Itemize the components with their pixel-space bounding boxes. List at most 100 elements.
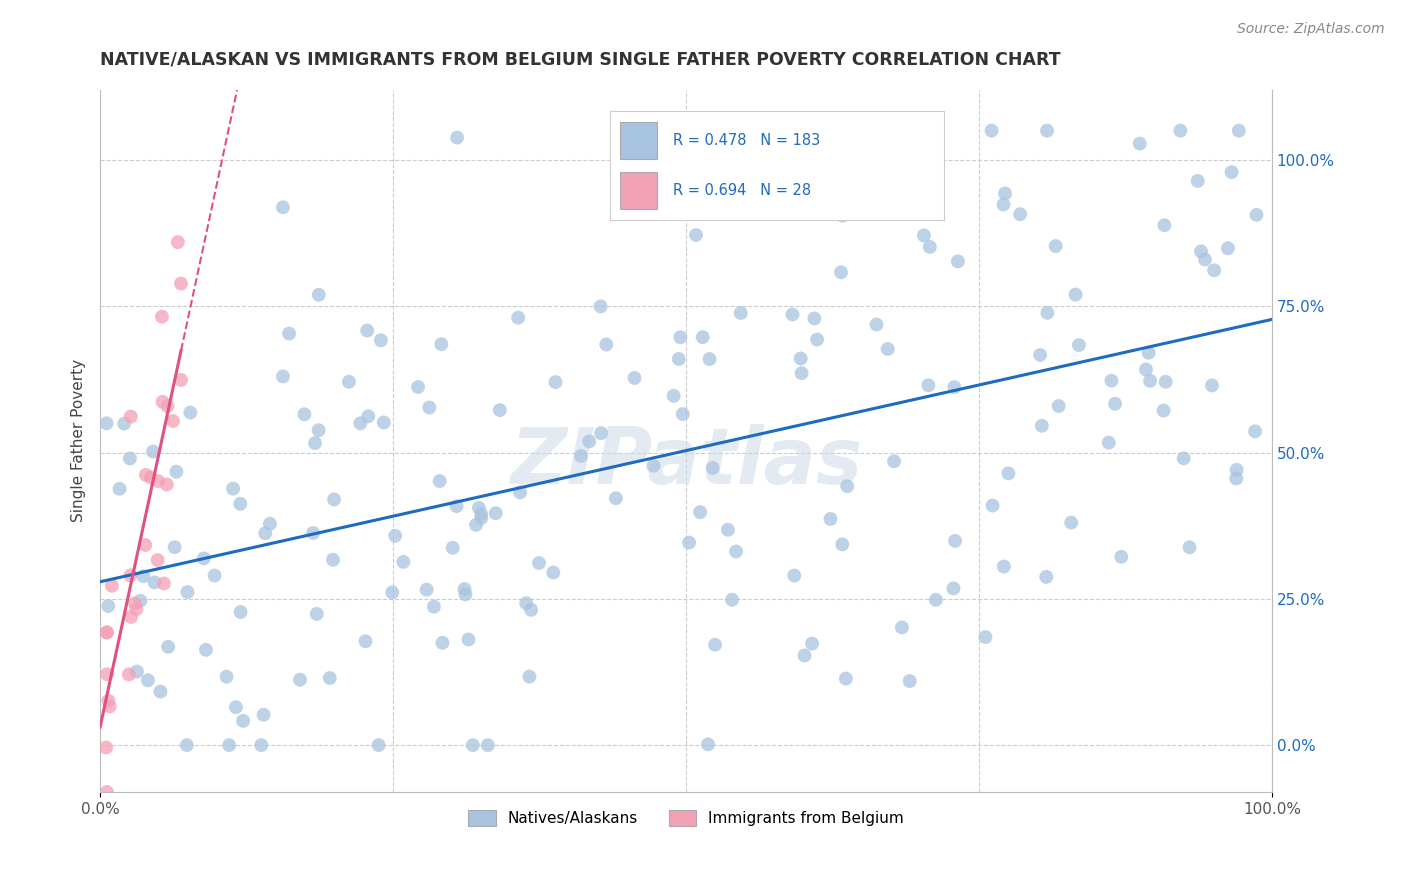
Point: [692, 330, 714, 344]
Point: [259, 516, 281, 531]
Point: [669, 330, 692, 344]
Point: [685, 227, 707, 242]
Point: [803, 311, 825, 326]
Point: [1035, 570, 1057, 584]
Point: [193, 551, 215, 566]
Point: [132, 569, 155, 583]
Point: [146, 474, 169, 488]
Point: [446, 130, 468, 145]
Point: [790, 351, 813, 366]
Point: [176, 738, 198, 752]
Point: [993, 559, 1015, 574]
Point: [101, 579, 124, 593]
Point: [367, 738, 389, 752]
Point: [1139, 374, 1161, 388]
Point: [865, 318, 887, 332]
Point: [578, 434, 600, 449]
Point: [1060, 516, 1083, 530]
Point: [488, 403, 510, 417]
Point: [465, 517, 488, 532]
Point: [305, 607, 328, 621]
Point: [605, 491, 627, 506]
Point: [477, 738, 499, 752]
Point: [509, 485, 531, 500]
Point: [591, 426, 613, 441]
Point: [830, 265, 852, 279]
Point: [943, 533, 966, 548]
Point: [98, 699, 121, 714]
Point: [1036, 123, 1059, 137]
Point: [288, 673, 311, 687]
Point: [589, 300, 612, 314]
Point: [430, 337, 453, 351]
Point: [876, 342, 898, 356]
Point: [150, 310, 173, 324]
Point: [1154, 375, 1177, 389]
Point: [357, 409, 380, 424]
Point: [349, 417, 371, 431]
Point: [820, 512, 842, 526]
Point: [271, 200, 294, 214]
Point: [120, 568, 142, 582]
Point: [229, 497, 252, 511]
Point: [1036, 306, 1059, 320]
Point: [1067, 338, 1090, 352]
Point: [120, 409, 142, 424]
Point: [278, 326, 301, 341]
Point: [515, 596, 537, 610]
Point: [179, 406, 201, 420]
Point: [96, 417, 118, 431]
Point: [337, 375, 360, 389]
Point: [1244, 425, 1267, 439]
Point: [176, 585, 198, 599]
Point: [323, 492, 346, 507]
Point: [129, 593, 152, 607]
Point: [170, 373, 193, 387]
Point: [689, 505, 711, 519]
Point: [837, 479, 859, 493]
Point: [790, 366, 813, 380]
Point: [418, 401, 440, 415]
Point: [1031, 418, 1053, 433]
Point: [143, 575, 166, 590]
Point: [432, 636, 454, 650]
Point: [153, 576, 176, 591]
Point: [322, 553, 344, 567]
Point: [831, 537, 853, 551]
Text: ZIPatlas: ZIPatlas: [510, 424, 862, 500]
Point: [704, 638, 727, 652]
Point: [717, 523, 740, 537]
Point: [302, 525, 325, 540]
Point: [898, 673, 921, 688]
Point: [218, 738, 240, 752]
Point: [406, 380, 429, 394]
Point: [747, 187, 769, 202]
Point: [1170, 123, 1192, 137]
Point: [782, 308, 804, 322]
Point: [381, 585, 404, 599]
Point: [225, 700, 247, 714]
Point: [423, 599, 446, 614]
Point: [446, 499, 468, 513]
Point: [457, 632, 479, 647]
Point: [165, 465, 187, 479]
Point: [845, 153, 868, 168]
Point: [569, 449, 592, 463]
Point: [918, 240, 941, 254]
Point: [890, 620, 912, 634]
Point: [801, 637, 824, 651]
Point: [917, 378, 939, 392]
Point: [96, 625, 118, 640]
Point: [1109, 549, 1132, 564]
Point: [1029, 348, 1052, 362]
Point: [1189, 244, 1212, 259]
Point: [308, 287, 330, 301]
Point: [120, 610, 142, 624]
Point: [1098, 435, 1121, 450]
Point: [1246, 208, 1268, 222]
Point: [134, 538, 156, 552]
Point: [96, 667, 118, 681]
Point: [485, 506, 508, 520]
Point: [783, 568, 806, 582]
Point: [254, 526, 277, 541]
